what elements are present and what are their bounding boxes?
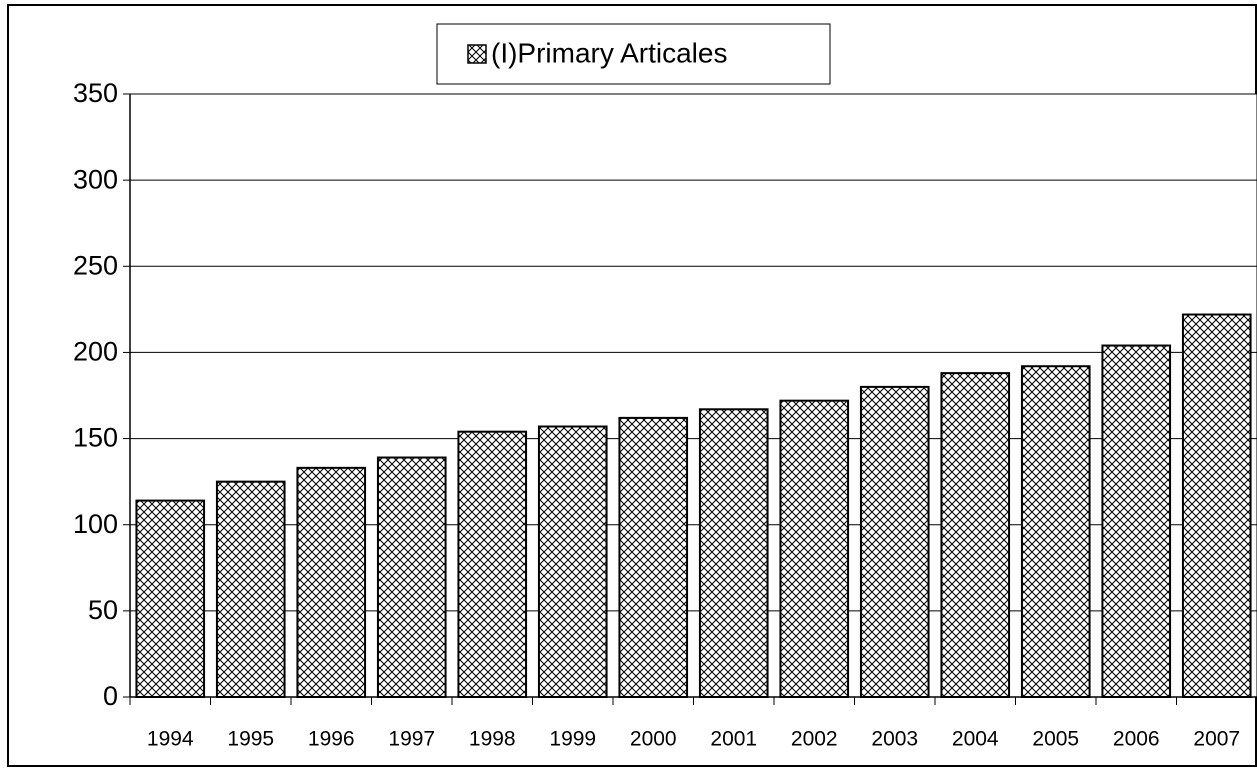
x-tick-label: 1996 bbox=[308, 728, 355, 751]
legend-label: (I)Primary Articales bbox=[491, 37, 727, 68]
y-tick-label: 50 bbox=[88, 595, 118, 625]
bar bbox=[940, 372, 1011, 698]
x-tick-label: 2000 bbox=[630, 728, 677, 751]
x-tick-label: 1994 bbox=[147, 728, 194, 751]
bar bbox=[698, 408, 769, 698]
x-tick-label: 2004 bbox=[952, 728, 999, 751]
x-tick-label: 1995 bbox=[227, 728, 274, 751]
bar bbox=[457, 430, 528, 698]
y-tick-label: 250 bbox=[73, 250, 118, 280]
y-tick-label: 350 bbox=[73, 78, 118, 108]
y-tick-label: 0 bbox=[103, 681, 118, 711]
x-tick-label: 2005 bbox=[1032, 728, 1079, 751]
y-tick-label: 100 bbox=[73, 509, 118, 539]
x-tick-label: 2002 bbox=[791, 728, 838, 751]
x-tick-label: 2006 bbox=[1113, 728, 1160, 751]
bar bbox=[215, 480, 286, 698]
y-tick-label: 150 bbox=[73, 423, 118, 453]
bar bbox=[1101, 344, 1172, 698]
x-tick-label: 1999 bbox=[549, 728, 596, 751]
y-tick-label: 200 bbox=[73, 337, 118, 367]
legend-swatch bbox=[467, 44, 487, 64]
bar bbox=[135, 499, 206, 699]
y-tick-label: 300 bbox=[73, 164, 118, 194]
bar bbox=[618, 416, 689, 698]
x-tick-label: 1998 bbox=[469, 728, 516, 751]
bar bbox=[296, 466, 367, 698]
bar bbox=[1020, 365, 1091, 698]
legend-box bbox=[436, 23, 831, 85]
bar bbox=[779, 399, 850, 698]
bar bbox=[859, 385, 930, 698]
x-tick-label: 1997 bbox=[388, 728, 435, 751]
bar bbox=[1181, 313, 1252, 698]
x-tick-label: 2001 bbox=[710, 728, 757, 751]
bar bbox=[537, 425, 608, 698]
x-tick-label: 2003 bbox=[871, 728, 918, 751]
x-tick-label: 2007 bbox=[1193, 728, 1240, 751]
bar bbox=[376, 456, 447, 698]
